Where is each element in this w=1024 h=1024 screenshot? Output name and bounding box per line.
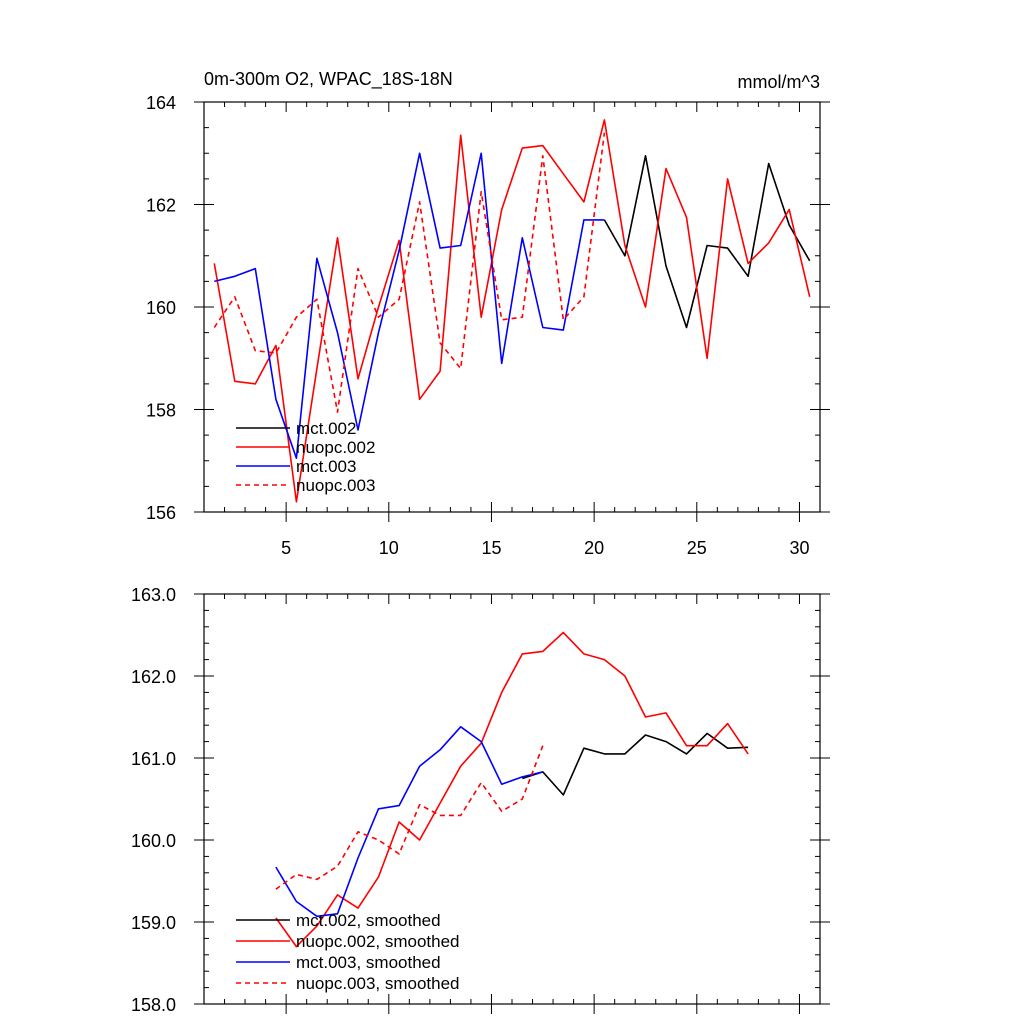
bottom-legend-label-nuopc-003-smoothed: nuopc.003, smoothed (296, 974, 460, 993)
top-x-tick-label: 25 (687, 538, 707, 558)
bottom-y-tick-label: 160.0 (131, 831, 176, 851)
bottom-series-line-nuopc-003-smoothed (275, 745, 544, 890)
top-series-line-nuopc-003 (213, 132, 606, 413)
top-x-tick-label: 20 (584, 538, 604, 558)
top-panel-title: 0m-300m O2, WPAC_18S-18N (204, 69, 453, 90)
top-x-tick-label: 10 (379, 538, 399, 558)
bottom-y-tick-label: 158.0 (131, 995, 176, 1015)
bottom-legend-label-mct-003-smoothed: mct.003, smoothed (296, 953, 441, 972)
top-legend-label-nuopc-002: nuopc.002 (296, 438, 375, 457)
top-series-line-mct-003 (214, 152, 605, 460)
bottom-legend-label-mct-002-smoothed: mct.002, smoothed (296, 911, 441, 930)
top-x-tick-label: 5 (281, 538, 291, 558)
top-y-tick-label: 162 (146, 196, 176, 216)
bottom-legend-label-nuopc-002-smoothed: nuopc.002, smoothed (296, 932, 460, 951)
top-y-tick-label: 158 (146, 401, 176, 421)
top-legend-label-nuopc-003: nuopc.003 (296, 476, 375, 495)
top-chart-panel: 5 10 15 20 25 30156158160162164mct.002nuopc.0… (146, 93, 830, 558)
top-series-line-mct-002 (603, 155, 811, 329)
bottom-chart-panel: 158.0 159.0 160.0 161.0 162.0 163.0 mct.002, s… (131, 585, 830, 1015)
bottom-y-tick-label: 159.0 (131, 913, 176, 933)
top-x-tick-label: 15 (481, 538, 501, 558)
bottom-series-line-nuopc-002-smoothed (275, 631, 749, 948)
top-legend-label-mct-003: mct.003 (296, 457, 356, 476)
bottom-y-tick-label: 161.0 (131, 749, 176, 769)
top-x-tick-label: 30 (789, 538, 809, 558)
top-y-tick-label: 156 (146, 503, 176, 523)
bottom-y-tick-label: 163.0 (131, 585, 176, 605)
bottom-y-tick-label: 162.0 (131, 667, 176, 687)
top-y-tick-label: 164 (146, 93, 176, 113)
top-panel-units: mmol/m^3 (738, 72, 820, 92)
bottom-series-line-mct-003-smoothed (275, 725, 543, 918)
top-legend-label-mct-002: mct.002 (296, 419, 356, 438)
bottom-series-line-mct-002-smoothed (522, 732, 749, 796)
top-y-tick-label: 160 (146, 298, 176, 318)
top-series-line-nuopc-002 (213, 119, 811, 503)
